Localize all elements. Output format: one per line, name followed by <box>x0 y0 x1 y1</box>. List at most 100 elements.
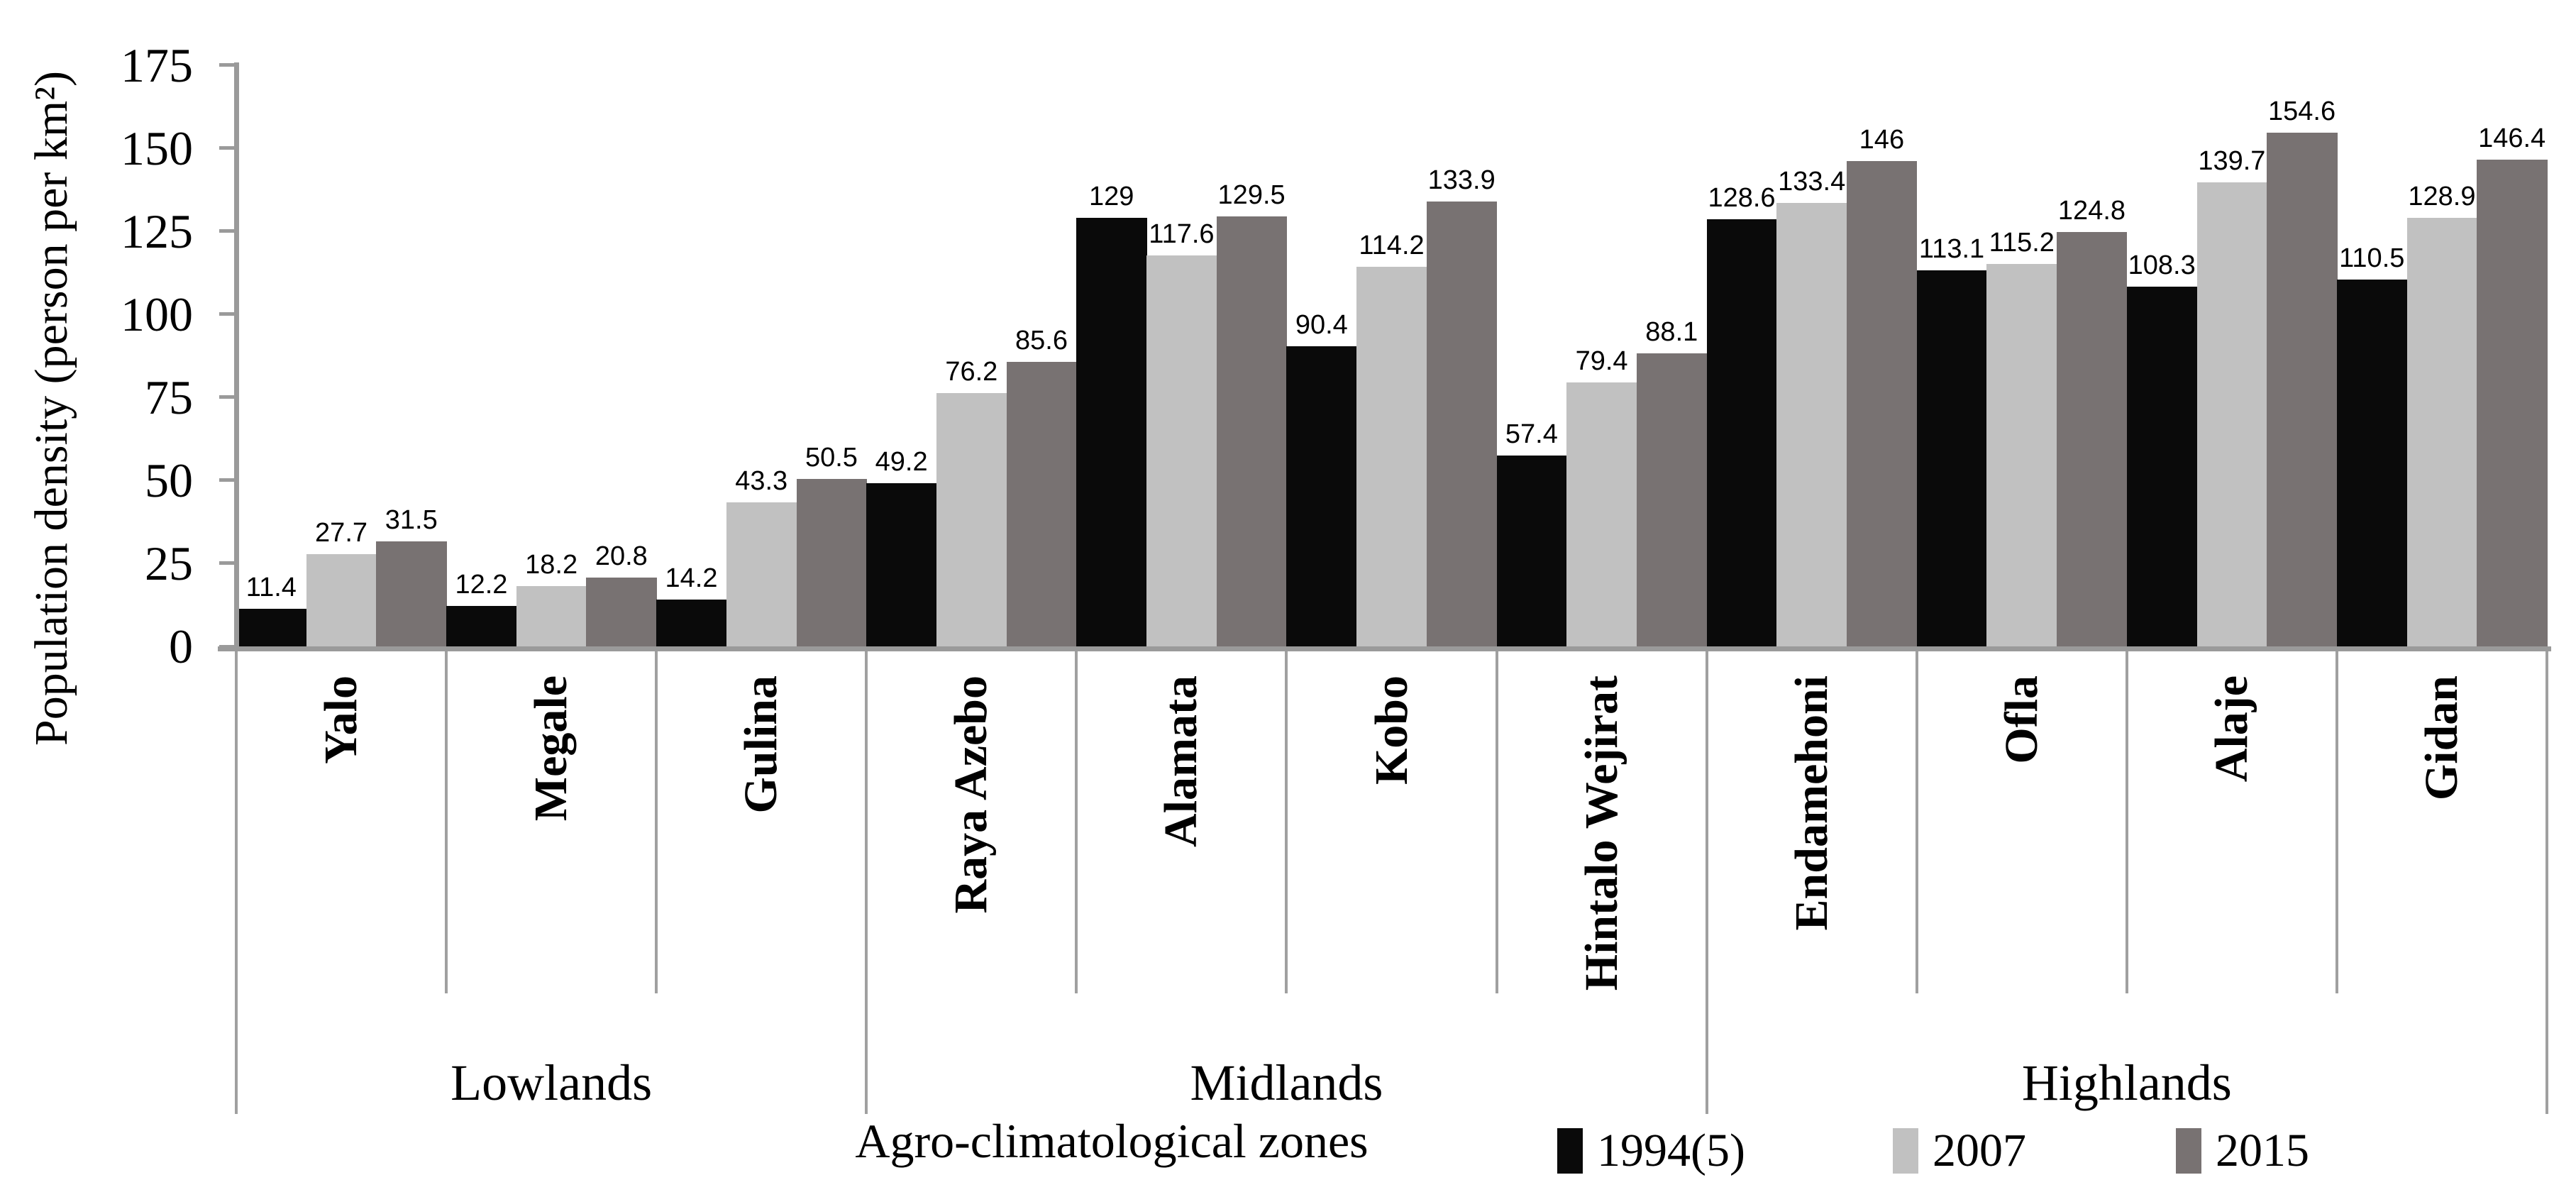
y-tick-label: 0 <box>169 619 193 673</box>
bar-value-label: 18.2 <box>525 549 578 580</box>
bar-2015-hintalo-wejirat <box>1636 353 1708 646</box>
bar-1994(5)-gidan <box>2336 279 2408 646</box>
bar-value-label: 12.2 <box>455 569 508 600</box>
bar-value-label: 88.1 <box>1645 317 1698 348</box>
bar-2015-alamata <box>1216 216 1288 646</box>
bar-value-label: 11.4 <box>245 572 297 602</box>
bar-value-label: 128.6 <box>1708 182 1776 213</box>
bar-value-label: 115.2 <box>1989 227 2055 258</box>
bar-1994(5)-endamehoni <box>1706 219 1777 646</box>
bar-value-label: 31.5 <box>385 505 438 536</box>
bar-value-label: 139.7 <box>2198 145 2266 176</box>
district-separator <box>2125 651 2128 993</box>
bar-value-label: 20.8 <box>595 541 648 571</box>
bar-1994(5)-alaje <box>2126 286 2198 646</box>
bar-2007-yalo <box>306 554 377 646</box>
bar-value-label: 128.9 <box>2408 182 2476 212</box>
district-label-gidan: Gidan <box>2415 675 2467 801</box>
bar-2015-raya-azebo <box>1006 362 1077 646</box>
bar-2015-endamehoni <box>1847 161 1918 646</box>
bar-value-label: 76.2 <box>945 357 998 387</box>
bar-1994(5)-gulina <box>656 599 727 646</box>
bar-2015-kobo <box>1426 201 1498 646</box>
district-label-kobo: Kobo <box>1365 675 1417 785</box>
bar-value-label: 85.6 <box>1015 326 1068 356</box>
district-label-alamata: Alamata <box>1155 675 1207 847</box>
y-tick-label: 175 <box>121 38 193 92</box>
bar-2007-hintalo-wejirat <box>1566 382 1637 646</box>
y-axis-line <box>234 62 239 651</box>
zone-separator <box>2545 651 2548 1114</box>
district-label-raya-azebo: Raya Azebo <box>945 675 997 914</box>
bar-2015-ofla <box>2057 231 2128 646</box>
bar-2007-alaje <box>2196 182 2267 646</box>
bar-2007-kobo <box>1356 267 1427 646</box>
x-axis-line <box>218 646 2551 651</box>
bar-value-label: 114.2 <box>1359 231 1425 261</box>
zone-separator <box>1705 651 1708 1114</box>
district-label-gulina: Gulina <box>735 675 787 814</box>
y-tick-label: 125 <box>121 204 193 258</box>
y-tick-mark <box>219 395 236 399</box>
y-tick-mark <box>219 146 236 150</box>
district-label-megale: Megale <box>525 675 577 822</box>
bar-2007-endamehoni <box>1776 203 1847 646</box>
bar-1994(5)-kobo <box>1286 346 1357 646</box>
district-label-hintalo-wejirat: Hintalo Wejirat <box>1575 675 1627 991</box>
bar-2015-gulina <box>796 478 867 646</box>
bar-value-label: 90.4 <box>1295 309 1348 340</box>
bar-1994(5)-hintalo-wejirat <box>1496 456 1567 646</box>
bar-2007-raya-azebo <box>936 393 1007 646</box>
bar-value-label: 146 <box>1859 125 1905 155</box>
bar-value-label: 129 <box>1089 181 1134 211</box>
zone-separator <box>865 651 868 1114</box>
bar-2007-ofla <box>1986 263 2057 646</box>
bar-1994(5)-ofla <box>1916 270 1988 646</box>
bar-2015-gidan <box>2477 160 2548 646</box>
district-separator <box>1915 651 1918 993</box>
bar-value-label: 27.7 <box>315 518 368 548</box>
district-label-yalo: Yalo <box>315 675 367 764</box>
y-tick-mark <box>219 229 236 233</box>
y-tick-label: 75 <box>145 370 193 424</box>
bar-value-label: 113.1 <box>1918 234 1985 265</box>
bar-1994(5)-alamata <box>1076 217 1147 646</box>
bar-2007-megale <box>516 585 587 646</box>
bar-value-label: 79.4 <box>1575 346 1628 377</box>
district-label-ofla: Ofla <box>1995 675 2047 764</box>
bar-value-label: 146.4 <box>2478 123 2546 154</box>
bar-value-label: 43.3 <box>735 466 788 497</box>
bar-value-label: 154.6 <box>2268 96 2336 127</box>
bar-2007-gidan <box>2406 218 2477 646</box>
district-separator <box>655 651 658 993</box>
bar-1994(5)-megale <box>446 605 517 646</box>
y-tick-mark <box>219 478 236 482</box>
zone-label-highlands: Highlands <box>2021 1054 2232 1111</box>
bar-value-label: 117.6 <box>1149 219 1215 250</box>
bar-value-label: 133.4 <box>1778 167 1846 197</box>
bar-1994(5)-yalo <box>236 608 307 646</box>
bar-value-label: 50.5 <box>805 442 858 473</box>
zone-label-lowlands: Lowlands <box>450 1054 653 1111</box>
district-label-endamehoni: Endamehoni <box>1785 675 1837 931</box>
bar-value-label: 49.2 <box>875 446 928 477</box>
district-separator <box>1075 651 1078 993</box>
y-tick-mark <box>219 561 236 566</box>
bar-2015-megale <box>586 577 657 646</box>
bar-2015-yalo <box>376 541 447 646</box>
bar-value-label: 14.2 <box>665 563 718 593</box>
district-separator <box>1285 651 1288 993</box>
y-tick-mark <box>219 312 236 316</box>
y-tick-label: 150 <box>121 121 193 175</box>
bar-value-label: 108.3 <box>2128 250 2196 280</box>
district-separator <box>1495 651 1498 993</box>
x-axis-title: Agro-climatological zones <box>855 1114 1369 1168</box>
bar-value-label: 129.5 <box>1217 180 1286 210</box>
bar-value-label: 57.4 <box>1505 419 1558 450</box>
bar-2007-alamata <box>1146 255 1217 646</box>
y-tick-label: 100 <box>121 287 193 341</box>
zone-label-midlands: Midlands <box>1190 1054 1383 1111</box>
district-separator <box>445 651 448 993</box>
